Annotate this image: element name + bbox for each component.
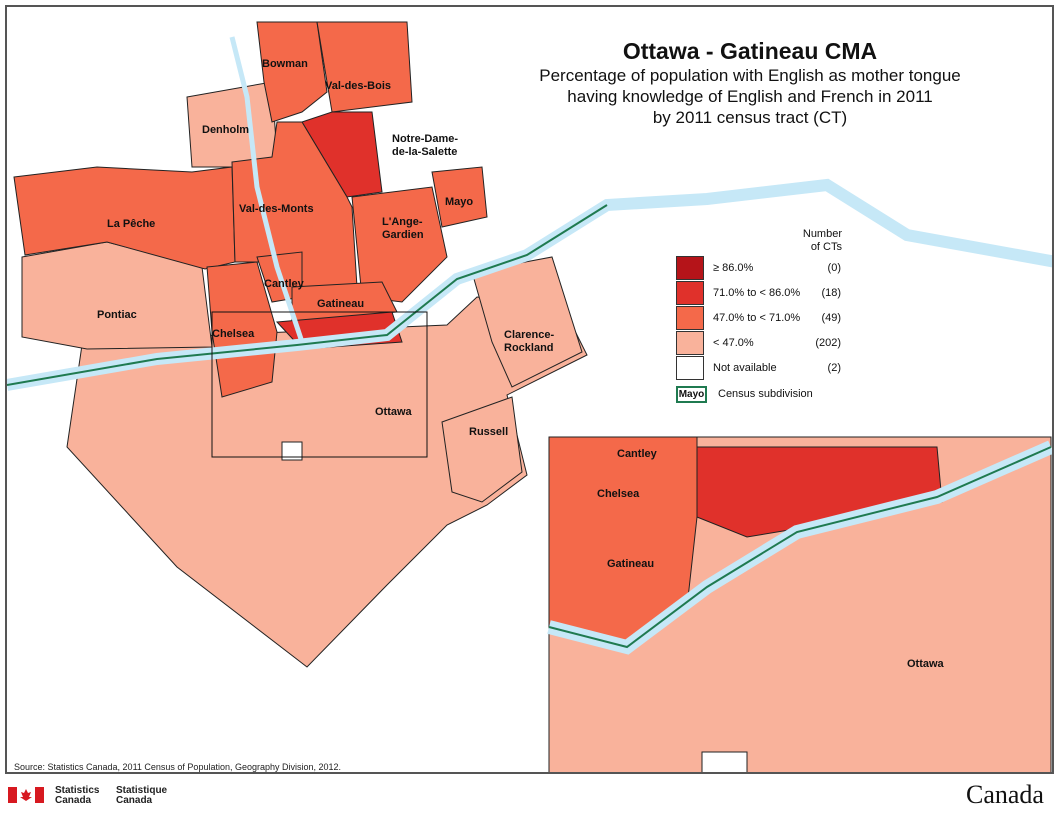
canada-wordmark: Canada xyxy=(966,780,1044,809)
label-cantley: Cantley xyxy=(264,278,305,290)
legend-swatch xyxy=(676,256,704,280)
inset-label-gatineau: Gatineau xyxy=(607,558,654,570)
legend-header: Number xyxy=(802,228,842,240)
legend-item: 47.0% to < 71.0% (49) xyxy=(676,306,841,331)
legend-label: Not available xyxy=(713,362,777,374)
label-val-des-monts: Val-des-Monts xyxy=(239,203,314,215)
legend-swatch xyxy=(676,306,704,330)
legend-count: (202) xyxy=(815,337,841,349)
label-denholm: Denholm xyxy=(202,124,249,136)
legend-count: (0) xyxy=(827,262,841,274)
legend-label: ≥ 86.0% xyxy=(713,262,754,274)
label-mayo: Mayo xyxy=(445,196,473,208)
label-val-des-bois: Val-des-Bois xyxy=(325,80,391,92)
canada-flag-icon xyxy=(8,787,44,803)
label-ange-1: L'Ange- xyxy=(382,216,423,228)
region-russell xyxy=(441,396,523,503)
source-note: Source: Statistics Canada, 2011 Census o… xyxy=(14,762,342,772)
subtitle-line: having knowledge of English and French i… xyxy=(567,87,933,106)
legend-swatch xyxy=(676,331,704,355)
label-notre-dame-2: de-la-Salette xyxy=(392,146,457,158)
legend-header: of CTs xyxy=(810,241,842,253)
region-clarence-rockland xyxy=(471,256,583,388)
map: Bowman Val-des-Bois Denholm Notre-Dame- … xyxy=(7,21,1052,772)
legend-count: (2) xyxy=(827,362,841,374)
legend-count: (18) xyxy=(821,287,841,299)
region-ottawa-side xyxy=(66,296,588,668)
inset-label-ottawa: Ottawa xyxy=(907,658,945,670)
legend-label: 47.0% to < 71.0% xyxy=(713,312,801,324)
gatineau-river xyxy=(229,36,305,343)
inset-extent-box xyxy=(211,311,428,458)
legend-item: < 47.0% (202) xyxy=(676,331,841,356)
map-frame: Bowman Val-des-Bois Denholm Notre-Dame- … xyxy=(5,5,1054,774)
region-not-available xyxy=(281,441,303,461)
legend-count: (49) xyxy=(821,312,841,324)
legend-swatch xyxy=(676,356,704,380)
subtitle-line: by 2011 census tract (CT) xyxy=(652,108,848,127)
label-russell: Russell xyxy=(469,426,508,438)
label-clarence-1: Clarence- xyxy=(504,329,554,341)
inset-label-cantley: Cantley xyxy=(617,448,658,460)
map-title: Ottawa - Gatineau CMA xyxy=(622,38,878,64)
csd-boundary xyxy=(7,204,608,386)
label-pontiac: Pontiac xyxy=(97,309,137,321)
legend-label: 71.0% to < 86.0% xyxy=(713,287,801,299)
inset-map: Cantley Chelsea Gatineau Ottawa xyxy=(547,436,1052,772)
legend-item: 71.0% to < 86.0% (18) xyxy=(676,281,841,306)
legend-swatch xyxy=(676,281,704,305)
label-clarence-2: Rockland xyxy=(504,342,554,354)
legend-item: Not available (2) xyxy=(676,356,841,381)
legend-boundary-sample: Mayo xyxy=(676,386,707,403)
statcan-en: Statistics Canada xyxy=(55,785,100,806)
label-chelsea: Chelsea xyxy=(212,328,255,340)
subtitle-line: Percentage of population with English as… xyxy=(539,66,961,85)
map-title-block: Ottawa - Gatineau CMA Percentage of popu… xyxy=(480,38,1020,128)
label-gatineau: Gatineau xyxy=(317,298,364,310)
legend-label: < 47.0% xyxy=(713,337,754,349)
region-val-des-bois xyxy=(316,21,413,113)
region-mayo xyxy=(431,166,488,228)
label-ange-2: Gardien xyxy=(382,229,424,241)
label-bowman: Bowman xyxy=(262,58,308,70)
legend-boundary-label: Census subdivision xyxy=(718,388,813,400)
label-notre-dame-1: Notre-Dame- xyxy=(392,133,458,145)
statcan-fr: Statistique Canada xyxy=(116,785,168,806)
legend-item: ≥ 86.0% (0) xyxy=(676,256,841,281)
label-la-peche: La Pêche xyxy=(107,218,155,230)
region-ange-gardien xyxy=(351,186,448,303)
inset-label-chelsea: Chelsea xyxy=(597,488,640,500)
label-ottawa: Ottawa xyxy=(375,406,413,418)
